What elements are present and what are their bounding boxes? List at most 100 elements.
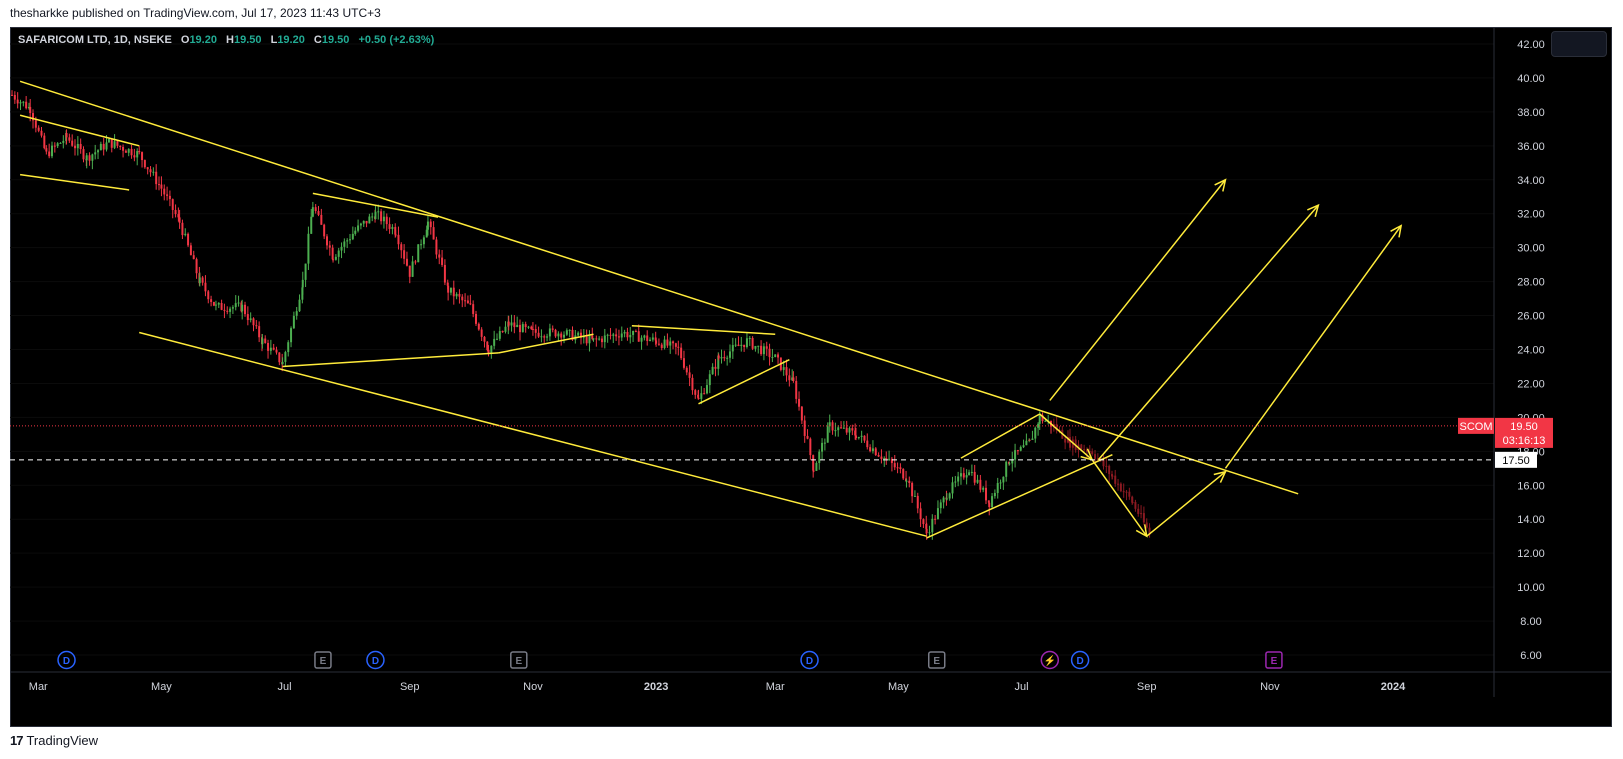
candle-body <box>697 397 700 399</box>
y-tick-label: 12.00 <box>1517 548 1545 560</box>
candle-body <box>411 261 414 277</box>
event-label: ⚡ <box>1044 654 1056 667</box>
candle-body <box>948 493 951 499</box>
chart-frame[interactable] <box>10 27 1612 727</box>
trendline-rising-channel-top <box>960 413 1041 459</box>
candle-body <box>543 336 546 338</box>
candle-body <box>800 406 803 421</box>
candle-body <box>328 245 331 248</box>
candle-body <box>951 482 954 494</box>
dividend-event-icon[interactable] <box>57 650 76 670</box>
split-event-icon[interactable] <box>1040 650 1060 670</box>
candle-body <box>740 344 743 347</box>
candle-body <box>391 227 394 229</box>
publish-info: thesharkke published on TradingView.com,… <box>10 6 381 20</box>
candle-body <box>53 145 56 147</box>
arrow-shaft <box>1049 179 1227 401</box>
candle-body <box>531 328 534 330</box>
earnings-event-icon[interactable] <box>1265 651 1283 669</box>
candle-body <box>397 234 400 245</box>
candle-body <box>201 277 204 283</box>
gridlines <box>10 43 1494 656</box>
dividend-event-icon[interactable] <box>1070 650 1090 670</box>
candle-body <box>860 435 863 437</box>
candle-body <box>1111 475 1114 477</box>
scale-button[interactable] <box>1551 31 1607 57</box>
candle-body <box>655 340 658 344</box>
candle-body <box>422 237 425 245</box>
candle-body <box>806 435 809 439</box>
candle-body <box>672 341 675 344</box>
candle-body <box>94 152 97 155</box>
candle-body <box>155 171 158 185</box>
candle-body <box>560 333 563 338</box>
candle-body <box>382 216 385 222</box>
candle-body <box>435 239 438 255</box>
candle-body <box>782 367 785 370</box>
candle-body <box>666 339 669 346</box>
candle-body <box>737 344 740 347</box>
candle-body <box>158 184 161 186</box>
candle-body <box>600 338 603 343</box>
candle-body <box>122 146 125 151</box>
candle-body <box>223 309 226 311</box>
candle-body <box>365 220 368 224</box>
candle-body <box>760 345 763 355</box>
candle-body <box>495 338 498 340</box>
candle-body <box>588 335 591 344</box>
dividend-event-icon[interactable] <box>366 650 385 670</box>
legend-low: 19.20 <box>277 34 305 46</box>
y-tick-label: 6.00 <box>1520 650 1541 662</box>
candle-body <box>934 518 937 520</box>
dividend-event-icon[interactable] <box>800 650 819 670</box>
candle-body <box>524 324 527 328</box>
candle-body <box>585 335 588 344</box>
candle-body <box>71 140 74 146</box>
trendline-pennant-bottom <box>282 352 499 368</box>
arrow-shaft <box>1146 471 1226 537</box>
candle-body <box>885 457 888 459</box>
candle-body <box>246 314 249 321</box>
candle-body <box>818 451 821 463</box>
tradingview-logo-icon: 17 <box>10 733 24 748</box>
candle-body <box>163 188 166 195</box>
trendline-flag-bottom <box>19 173 130 191</box>
y-tick-label: 38.00 <box>1517 107 1545 119</box>
candle-body <box>1016 450 1019 452</box>
earnings-event-icon[interactable] <box>927 651 946 669</box>
candle-body <box>674 343 677 347</box>
candle-body <box>1142 513 1145 523</box>
candle-body <box>1022 445 1025 448</box>
candle-body <box>287 342 290 353</box>
candle-body <box>119 145 122 147</box>
candle-body <box>982 487 985 490</box>
legend-low-label: L <box>270 34 278 46</box>
candle-body <box>717 355 720 359</box>
candle-body <box>337 250 340 257</box>
candle-body <box>888 458 891 460</box>
candle-body <box>1096 458 1099 460</box>
candle-body <box>913 495 916 497</box>
candle-body <box>936 508 939 519</box>
candle-body <box>823 442 826 444</box>
candle-body <box>474 313 477 324</box>
earnings-event-icon[interactable] <box>314 651 332 669</box>
candle-body <box>751 337 754 349</box>
candle-body <box>138 151 141 153</box>
candle-body <box>429 221 432 228</box>
time-axis: Mar May Jul Sep Nov 2023 Mar May Jul Sep Nov 2024 <box>29 681 1406 693</box>
event-label: D <box>1076 656 1083 667</box>
candle-body <box>204 282 207 292</box>
candle-body <box>579 332 582 338</box>
y-tick-label: 14.00 <box>1517 514 1545 526</box>
candle-body <box>136 151 139 158</box>
earnings-event-icon[interactable] <box>510 651 528 669</box>
candle-body <box>999 482 1002 484</box>
candle-body <box>1102 458 1105 467</box>
candle-body <box>466 300 469 304</box>
candle-body <box>82 149 85 160</box>
candle-body <box>896 467 899 469</box>
candle-body <box>1083 449 1086 451</box>
candle-body <box>842 427 845 429</box>
